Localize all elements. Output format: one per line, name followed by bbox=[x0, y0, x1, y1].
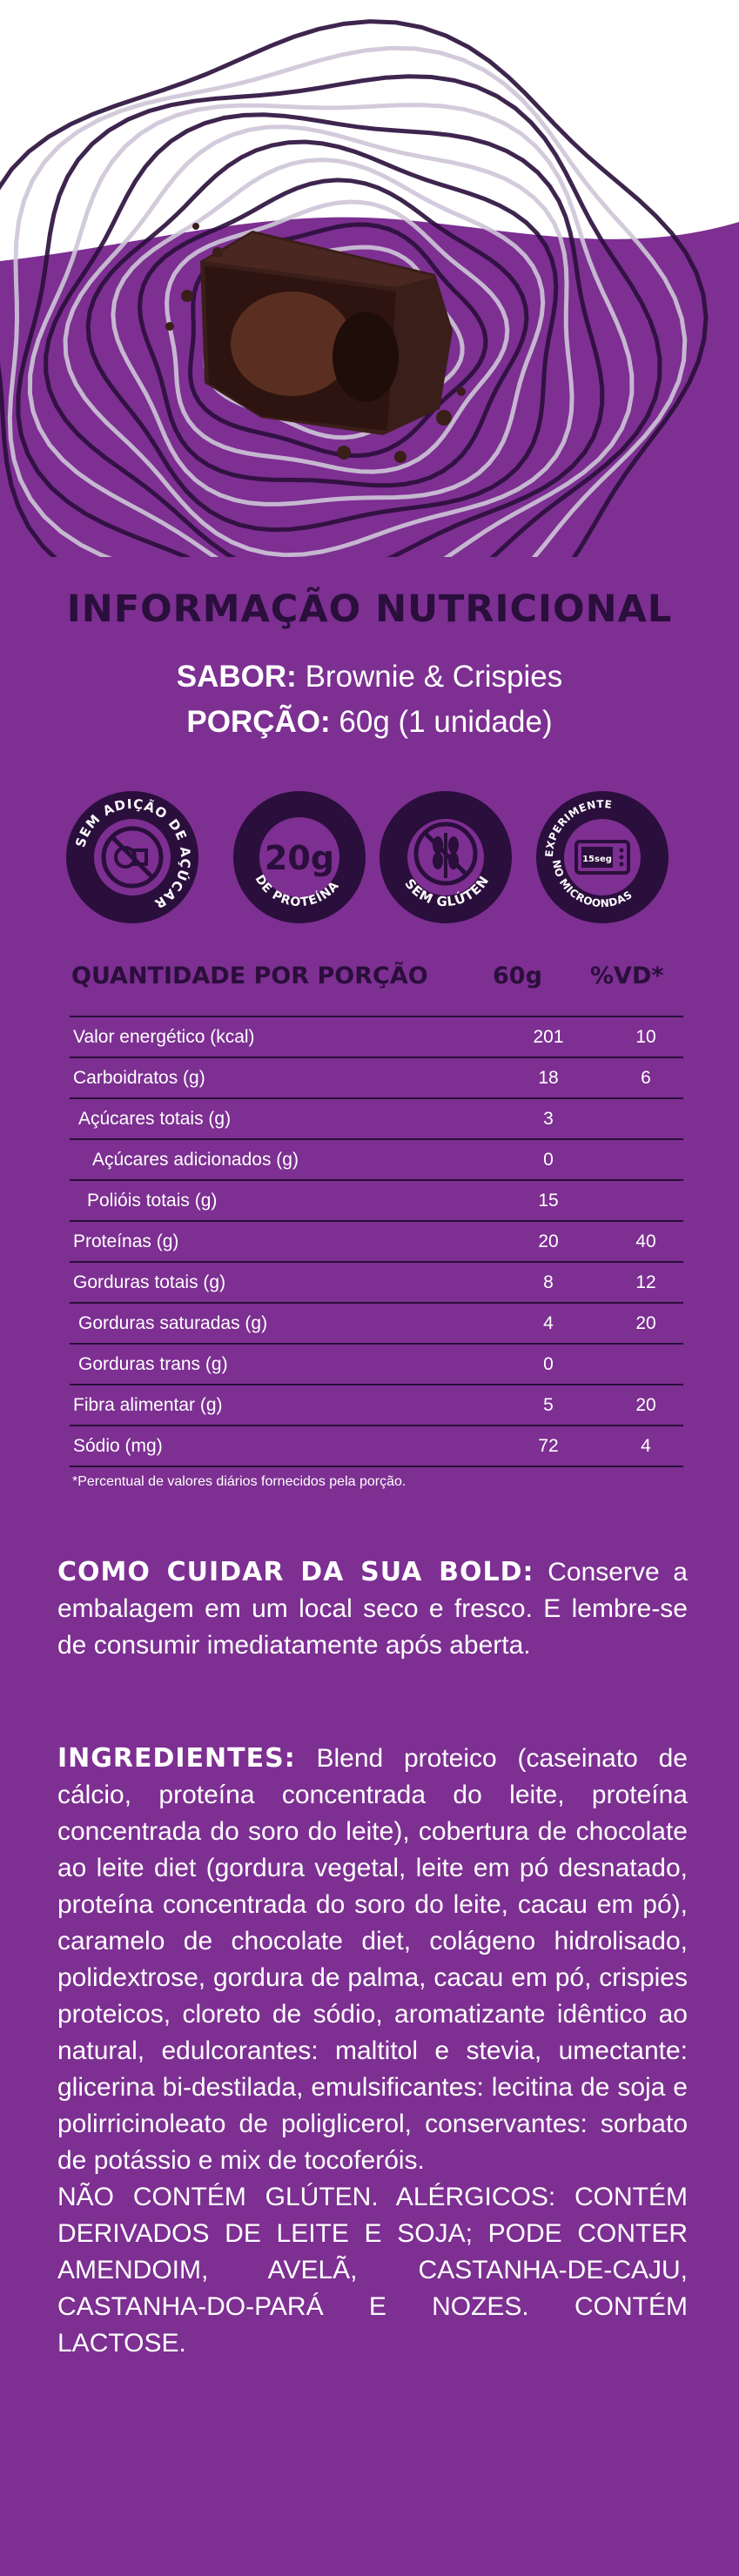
footnote: *Percentual de valores diários fornecido… bbox=[72, 1474, 406, 1489]
nutrient-vd: 20 bbox=[635, 1313, 656, 1333]
portion-value: 60g (1 unidade) bbox=[339, 705, 553, 739]
nutrient-value: 15 bbox=[538, 1191, 559, 1211]
table-row: Gorduras totais (g) 8 12 bbox=[70, 1263, 683, 1304]
ripple-ring bbox=[0, 19, 709, 557]
ripple-ring bbox=[165, 199, 510, 474]
table-row: Valor energético (kcal) 201 10 bbox=[70, 1016, 683, 1058]
ripple-ring bbox=[63, 124, 574, 557]
hero-banner bbox=[0, 0, 739, 557]
microwave-icon: 15seg EXPERIMENTE NO MICROONDAS bbox=[533, 788, 672, 927]
table-header: QUANTIDADE POR PORÇÃO 60g %VD* bbox=[70, 963, 683, 997]
protein-20g-icon: 20g DE PROTEÍNA bbox=[230, 788, 369, 927]
nutrient-name: Gorduras trans (g) bbox=[78, 1354, 228, 1374]
care-label: COMO CUIDAR DA SUA BOLD: bbox=[57, 1557, 534, 1587]
nutrient-name: Proteínas (g) bbox=[73, 1231, 179, 1251]
nutrient-name: Gorduras totais (g) bbox=[73, 1272, 226, 1292]
nutrient-name: Açúcares totais (g) bbox=[78, 1109, 232, 1129]
ripple-ring bbox=[16, 74, 662, 557]
ripple-ring bbox=[187, 222, 488, 459]
nutrient-vd: 10 bbox=[635, 1027, 656, 1047]
sugar-free-icon: SEM ADIÇÃO DE AÇÚCAR bbox=[63, 788, 202, 927]
ripple-ring bbox=[137, 178, 529, 488]
allergens-text: NÃO CONTÉM GLÚTEN. ALÉRGICOS: CONTÉM DER… bbox=[57, 2183, 688, 2358]
table-row: Gorduras saturadas (g) 4 20 bbox=[70, 1304, 683, 1345]
header-portion: 60g bbox=[493, 963, 542, 989]
table-row: Açúcares adicionados (g) 0 bbox=[70, 1140, 683, 1181]
nutrient-value: 18 bbox=[538, 1068, 559, 1088]
table-row: Proteínas (g) 20 40 bbox=[70, 1222, 683, 1263]
nutrient-value: 72 bbox=[538, 1436, 559, 1456]
ripple-ring bbox=[44, 112, 605, 557]
nutrient-value: 20 bbox=[538, 1231, 559, 1251]
ripple-ring bbox=[27, 103, 635, 557]
nutrient-value: 8 bbox=[543, 1272, 554, 1292]
table-row: Açúcares totais (g) 3 bbox=[70, 1099, 683, 1140]
header-quantity: QUANTIDADE POR PORÇÃO bbox=[71, 963, 428, 989]
portion-line: PORÇÃO: 60g (1 unidade) bbox=[0, 705, 739, 740]
table-row: Fibra alimentar (g) 5 20 bbox=[70, 1385, 683, 1426]
nutrient-name: Valor energético (kcal) bbox=[73, 1027, 255, 1047]
ripple-ring bbox=[85, 139, 559, 533]
gluten-free-icon: SEM GLÚTEN bbox=[376, 788, 515, 927]
table-row: Carboidratos (g) 18 6 bbox=[70, 1058, 683, 1099]
ingredients-text: Blend proteico (caseinato de cálcio, pro… bbox=[57, 1744, 688, 2175]
nutrient-value: 5 bbox=[543, 1395, 554, 1415]
nutrient-name: Gorduras saturadas (g) bbox=[78, 1313, 268, 1333]
nutrient-value: 0 bbox=[543, 1150, 554, 1170]
nutrition-table: Valor energético (kcal) 201 10 Carboidratos… bbox=[70, 1016, 683, 1467]
nutrient-value: 3 bbox=[543, 1109, 554, 1129]
nutrient-vd: 20 bbox=[635, 1395, 656, 1415]
page-title: INFORMAÇÃO NUTRICIONAL bbox=[66, 587, 673, 631]
nutrient-value: 0 bbox=[543, 1354, 554, 1374]
flavor-value: Brownie & Crispies bbox=[305, 660, 563, 694]
ingredients-paragraph: INGREDIENTES: Blend proteico (caseinato … bbox=[57, 1741, 688, 2362]
nutrient-name: Polióis totais (g) bbox=[87, 1191, 218, 1211]
ripple-ring bbox=[7, 45, 688, 557]
nutrient-name: Carboidratos (g) bbox=[73, 1068, 205, 1088]
header-vd: %VD* bbox=[590, 963, 664, 989]
portion-label: PORÇÃO: bbox=[186, 705, 331, 739]
nutrient-vd: 4 bbox=[641, 1436, 651, 1456]
flavor-line: SABOR: Brownie & Crispies bbox=[0, 660, 739, 694]
hero-illustration bbox=[0, 0, 739, 557]
nutrient-name: Sódio (mg) bbox=[73, 1436, 163, 1456]
table-row: Polióis totais (g) 15 bbox=[70, 1181, 683, 1222]
brownie-bar-image bbox=[165, 223, 466, 463]
nutrient-name: Açúcares adicionados (g) bbox=[92, 1150, 299, 1170]
table-row: Sódio (mg) 72 4 bbox=[70, 1426, 683, 1467]
ripple-ring bbox=[111, 158, 546, 506]
badge-number-protein: 20g bbox=[265, 839, 334, 877]
nutrient-name: Fibra alimentar (g) bbox=[73, 1395, 223, 1415]
nutrient-vd: 40 bbox=[635, 1231, 656, 1251]
badge-number-microwave: 15seg bbox=[582, 855, 612, 864]
care-text: Conserve a embalagem em um local seco e … bbox=[57, 1558, 688, 1660]
nutrient-vd: 12 bbox=[635, 1272, 656, 1292]
table-row: Gorduras trans (g) 0 bbox=[70, 1345, 683, 1385]
nutrient-value: 4 bbox=[543, 1313, 554, 1333]
flavor-label: SABOR: bbox=[176, 660, 297, 694]
nutrient-vd: 6 bbox=[641, 1068, 651, 1088]
ripple-rings bbox=[0, 19, 709, 557]
ingredients-label: INGREDIENTES: bbox=[57, 1743, 296, 1774]
nutrient-value: 201 bbox=[533, 1027, 564, 1047]
care-paragraph: COMO CUIDAR DA SUA BOLD: Conserve a emba… bbox=[57, 1554, 688, 1664]
